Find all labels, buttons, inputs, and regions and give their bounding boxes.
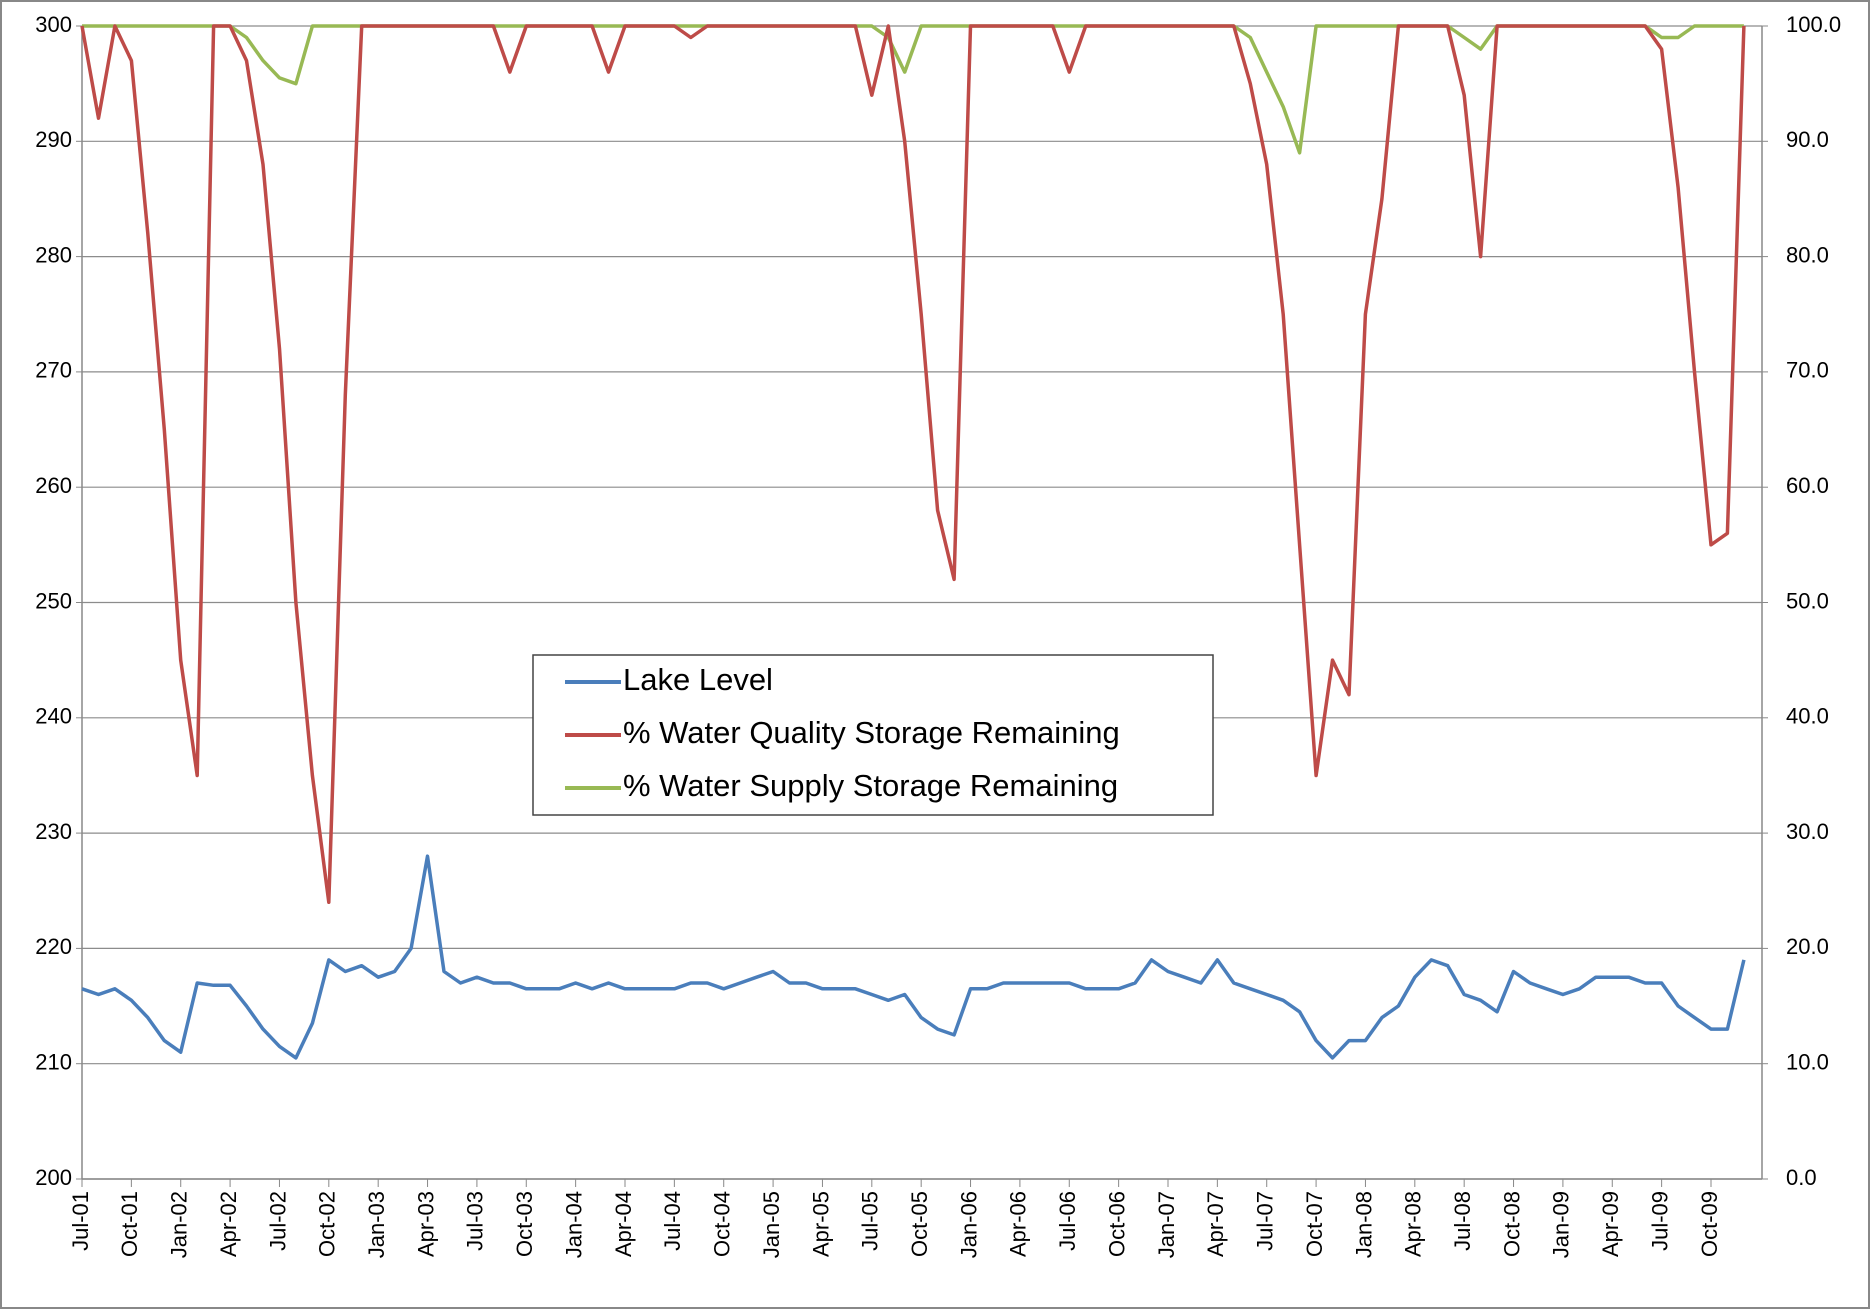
series-line [82,24,1744,155]
y-tick-label: 220 [35,934,72,959]
x-tick-label: Apr-08 [1401,1191,1426,1257]
x-tick-label: Jan-05 [759,1191,784,1258]
x-tick-label: Jul-09 [1647,1191,1672,1251]
y-tick-label: 200 [35,1165,72,1190]
series-line [81,854,1746,1060]
y-tick-label: 260 [35,473,72,498]
x-tick-label: Oct-02 [315,1191,340,1257]
y2-tick-label: 30.0 [1786,819,1829,844]
y-tick-label: 300 [35,12,72,37]
legend: Lake Level % Water Quality Storage Remain… [532,654,1214,816]
x-tick-label: Oct-06 [1104,1191,1129,1257]
x-tick-label: Jul-07 [1253,1191,1278,1251]
legend-label: % Water Supply Storage Remaining [623,768,1118,803]
y2-tick-label: 20.0 [1786,934,1829,959]
x-tick-label: Apr-03 [413,1191,438,1257]
y2-tick-label: 40.0 [1786,704,1829,729]
y-tick-label: 280 [35,242,72,267]
x-tick-label: Jan-02 [167,1191,192,1258]
legend-label: Lake Level [623,662,773,697]
y-tick-label: 290 [35,127,72,152]
y2-tick-label: 90.0 [1786,127,1829,152]
legend-label: % Water Quality Storage Remaining [623,715,1120,750]
x-tick-label: Jan-07 [1154,1191,1179,1258]
x-tick-label: Apr-07 [1203,1191,1228,1257]
y2-tick-label: 80.0 [1786,242,1829,267]
y2-tick-label: 60.0 [1786,473,1829,498]
x-tick-label: Jan-03 [364,1191,389,1258]
x-tick-label: Jul-05 [858,1191,883,1251]
x-tick-label: Jan-04 [561,1191,586,1258]
x-tick-label: Jan-09 [1549,1191,1574,1258]
y-tick-label: 230 [35,819,72,844]
x-tick-label: Oct-07 [1302,1191,1327,1257]
y2-tick-label: 10.0 [1786,1050,1829,1075]
x-tick-label: Jul-02 [265,1191,290,1251]
x-tick-label: Jul-01 [68,1191,93,1251]
x-tick-label: Apr-09 [1598,1191,1623,1257]
series-line [80,24,1746,905]
x-tick-label: Apr-06 [1006,1191,1031,1257]
legend-box [532,654,1214,816]
y-tick-label: 210 [35,1050,72,1075]
y2-tick-label: 0.0 [1786,1165,1817,1190]
x-tick-label: Jul-03 [463,1191,488,1251]
y2-tick-label: 100.0 [1786,12,1841,37]
y-tick-label: 240 [35,704,72,729]
x-tick-label: Oct-09 [1697,1191,1722,1257]
y-tick-label: 250 [35,588,72,613]
x-tick-label: Apr-04 [611,1191,636,1257]
x-tick-label: Apr-05 [808,1191,833,1257]
y-tick-label: 270 [35,358,72,383]
x-tick-label: Jul-04 [660,1191,685,1251]
x-tick-label: Jan-06 [956,1191,981,1258]
x-tick-label: Apr-02 [216,1191,241,1257]
x-tick-label: Jul-06 [1055,1191,1080,1251]
y2-tick-label: 50.0 [1786,588,1829,613]
x-tick-label: Oct-01 [117,1191,142,1257]
x-tick-label: Jan-08 [1351,1191,1376,1258]
x-tick-label: Jul-08 [1450,1191,1475,1251]
x-tick-label: Oct-03 [512,1191,537,1257]
x-tick-label: Oct-08 [1499,1191,1524,1257]
y2-tick-label: 70.0 [1786,358,1829,383]
x-tick-label: Oct-04 [710,1191,735,1257]
x-tick-label: Oct-05 [907,1191,932,1257]
